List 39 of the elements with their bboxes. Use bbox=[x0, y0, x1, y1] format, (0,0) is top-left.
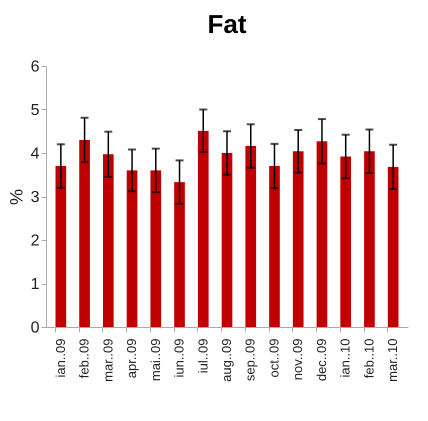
x-tick-label: mar..09 bbox=[100, 338, 116, 382]
x-tick-label: nov..09 bbox=[290, 338, 306, 380]
x-tick-label: dec..09 bbox=[314, 338, 329, 382]
y-tick-label: 3 bbox=[30, 189, 40, 206]
x-tick-label: ian..10 bbox=[338, 338, 353, 378]
x-tick-label: ian..09 bbox=[52, 338, 68, 378]
y-tick-label: 6 bbox=[30, 58, 40, 76]
bar bbox=[55, 166, 66, 327]
x-tick-label: oct..09 bbox=[266, 338, 282, 378]
bar bbox=[174, 182, 185, 327]
bar bbox=[102, 154, 114, 327]
y-tick-label: 0 bbox=[30, 320, 40, 336]
y-axis-title: % bbox=[6, 188, 27, 206]
x-tick-label: sep..09 bbox=[242, 338, 258, 382]
bar bbox=[198, 130, 209, 327]
x-tick-label: aug..09 bbox=[219, 338, 234, 382]
x-tick-label: mai..09 bbox=[148, 338, 163, 382]
y-tick-label: 4 bbox=[30, 146, 40, 162]
x-tick-label: iul..09 bbox=[195, 338, 210, 374]
bar bbox=[269, 166, 280, 327]
bar bbox=[245, 146, 256, 327]
x-tick-label: feb..09 bbox=[76, 338, 92, 378]
chart-title: Fat bbox=[208, 9, 247, 39]
bar bbox=[364, 151, 375, 327]
bar bbox=[126, 170, 138, 327]
y-tick-label: 5 bbox=[30, 102, 40, 119]
x-tick-label: apr..09 bbox=[124, 338, 140, 378]
bar bbox=[340, 156, 352, 327]
bar bbox=[150, 170, 162, 327]
x-tick-label: mar..10 bbox=[385, 338, 400, 382]
x-tick-label: feb..10 bbox=[361, 338, 376, 378]
bar bbox=[388, 166, 399, 327]
bar bbox=[79, 140, 90, 327]
y-tick-label: 1 bbox=[30, 276, 40, 293]
bar bbox=[292, 151, 304, 327]
y-tick-label: 2 bbox=[30, 232, 40, 250]
bar bbox=[316, 141, 328, 327]
bar bbox=[222, 153, 232, 327]
x-tick-label: iun..09 bbox=[172, 338, 187, 378]
